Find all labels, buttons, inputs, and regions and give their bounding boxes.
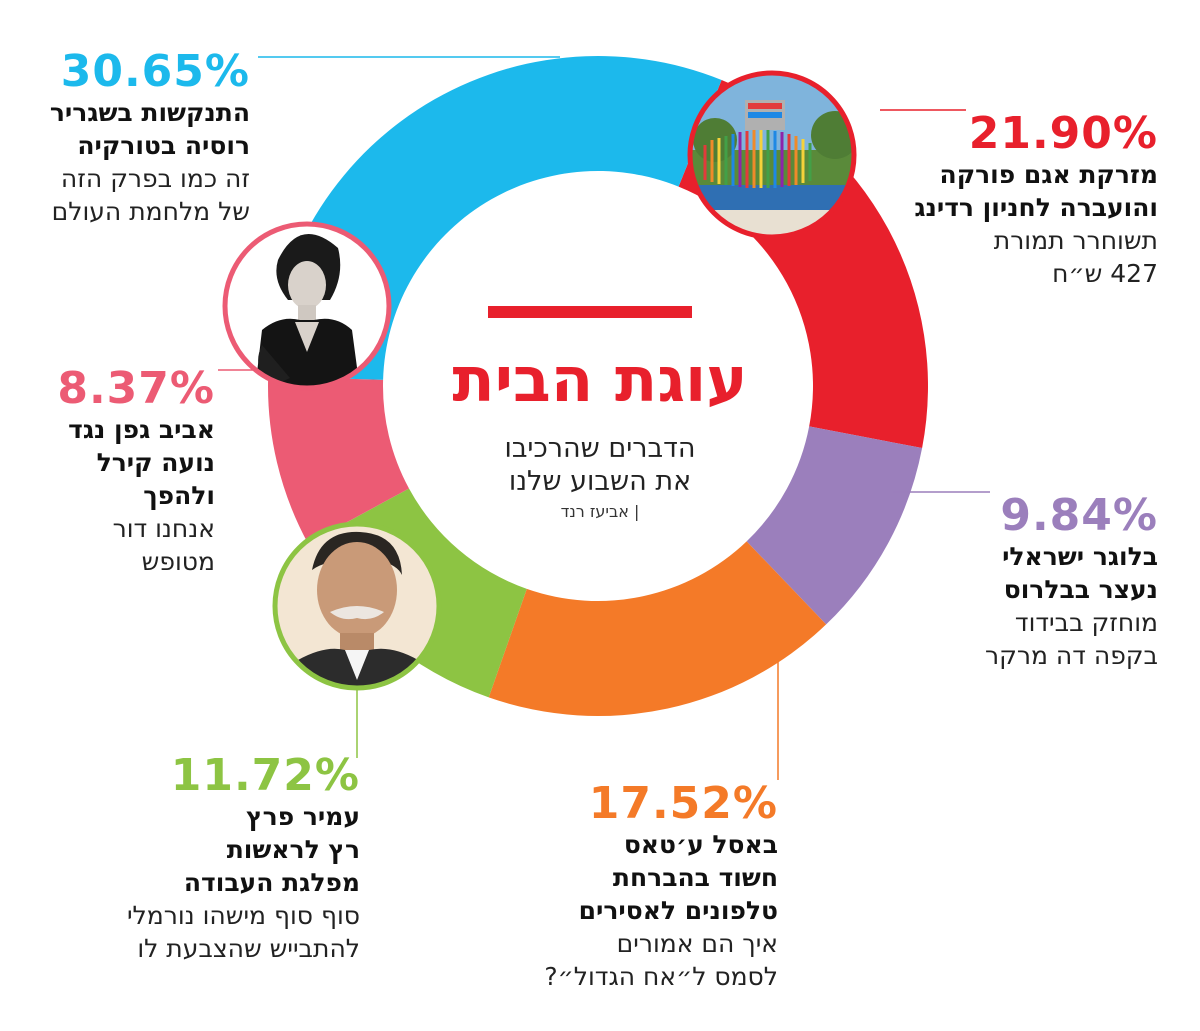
page-title: עוגת הבית	[452, 343, 748, 416]
headline-line: טלפונים לאסירים	[578, 896, 778, 925]
pie-slice-2	[488, 541, 827, 716]
headline-line: באסל ע׳טאס	[623, 830, 778, 859]
comment-line: אנחנו דור	[112, 514, 215, 543]
percent-value: 8.37%	[57, 363, 215, 414]
headline-line: רוסיה בטורקיה	[77, 131, 250, 160]
headline-line: עמיר פרץ	[246, 802, 360, 831]
label-peretz: 11.72% עמיר פרץ רץ לראשות מפלגת העבודה ס…	[60, 752, 360, 965]
comment-line: תשוחרר תמורת	[993, 226, 1158, 255]
pie-slice-4	[268, 376, 410, 544]
label-geffen: 8.37% אביב גפן נגד נועה קירל ולהפך אנחנו…	[30, 365, 215, 578]
percent-value: 30.65%	[60, 46, 250, 97]
pie-slice-1	[746, 426, 923, 625]
headline-line: רץ לראשות	[226, 835, 360, 864]
comment-line: 427 ש״ח	[1052, 259, 1158, 288]
fountain-photo-icon	[690, 73, 854, 237]
singer-portrait-icon	[225, 224, 389, 388]
comment-line: מוחזק בבידוד	[1014, 608, 1158, 637]
percent-value: 21.90%	[968, 108, 1158, 159]
comment-line: לסמס ל״אח הגדול״?	[544, 962, 778, 991]
title-accent-bar	[488, 306, 692, 318]
percent-value: 11.72%	[170, 750, 360, 801]
donut-slices	[268, 55, 928, 716]
headline-line: ולהפך	[143, 481, 215, 510]
headline-line: אביב גפן נגד	[68, 415, 215, 444]
label-fountain: 21.90% מזרקת אגם פורקה והועברה לחניון רד…	[880, 110, 1158, 290]
subtitle-line-1: הדברים שהרכיבו	[504, 433, 696, 464]
headline-line: בלוגר ישראלי	[1002, 542, 1158, 571]
fountain-photo	[687, 70, 857, 240]
headline-line: התנקשות בשגריר	[49, 98, 250, 127]
comment-line: זה כמו בפרק הזה	[60, 164, 250, 193]
percent-value: 9.84%	[1000, 490, 1158, 541]
label-russia: 30.65% התנקשות בשגריר רוסיה בטורקיה זה כ…	[30, 48, 250, 228]
author-credit: | אביעז רנד	[560, 502, 640, 521]
comment-line: של מלחמת העולם	[51, 197, 250, 226]
headline-line: נעצר בבלרוס	[1003, 575, 1158, 604]
headline-line: מזרקת אגם פורקה	[939, 160, 1158, 189]
comment-line: מטופש	[141, 547, 215, 576]
comment-line: להתבייש שהצבעת לו	[137, 934, 360, 963]
label-basel: 17.52% באסל ע׳טאס חשוד בהברחת טלפונים לא…	[500, 780, 778, 993]
percent-value: 17.52%	[588, 778, 778, 829]
headline-line: והועברה לחניון רדינג	[914, 193, 1158, 222]
comment-line: בקפה דה מרקר	[985, 641, 1158, 670]
politician-photo	[272, 521, 442, 691]
headline-line: חשוד בהברחת	[612, 863, 778, 892]
headline-line: נועה קירל	[96, 448, 215, 477]
page-subtitle: הדברים שהרכיבו את השבוע שלנו	[400, 432, 800, 498]
comment-line: סוף סוף מישהו נורמלי	[126, 901, 360, 930]
headline-line: מפלגת העבודה	[183, 868, 360, 897]
label-blogger: 9.84% בלוגר ישראלי נעצר בבלרוס מוחזק בבי…	[960, 492, 1158, 672]
singer-photo	[222, 221, 392, 391]
subtitle-line-2: את השבוע שלנו	[508, 466, 692, 497]
comment-line: איך הם אמורים	[616, 929, 778, 958]
